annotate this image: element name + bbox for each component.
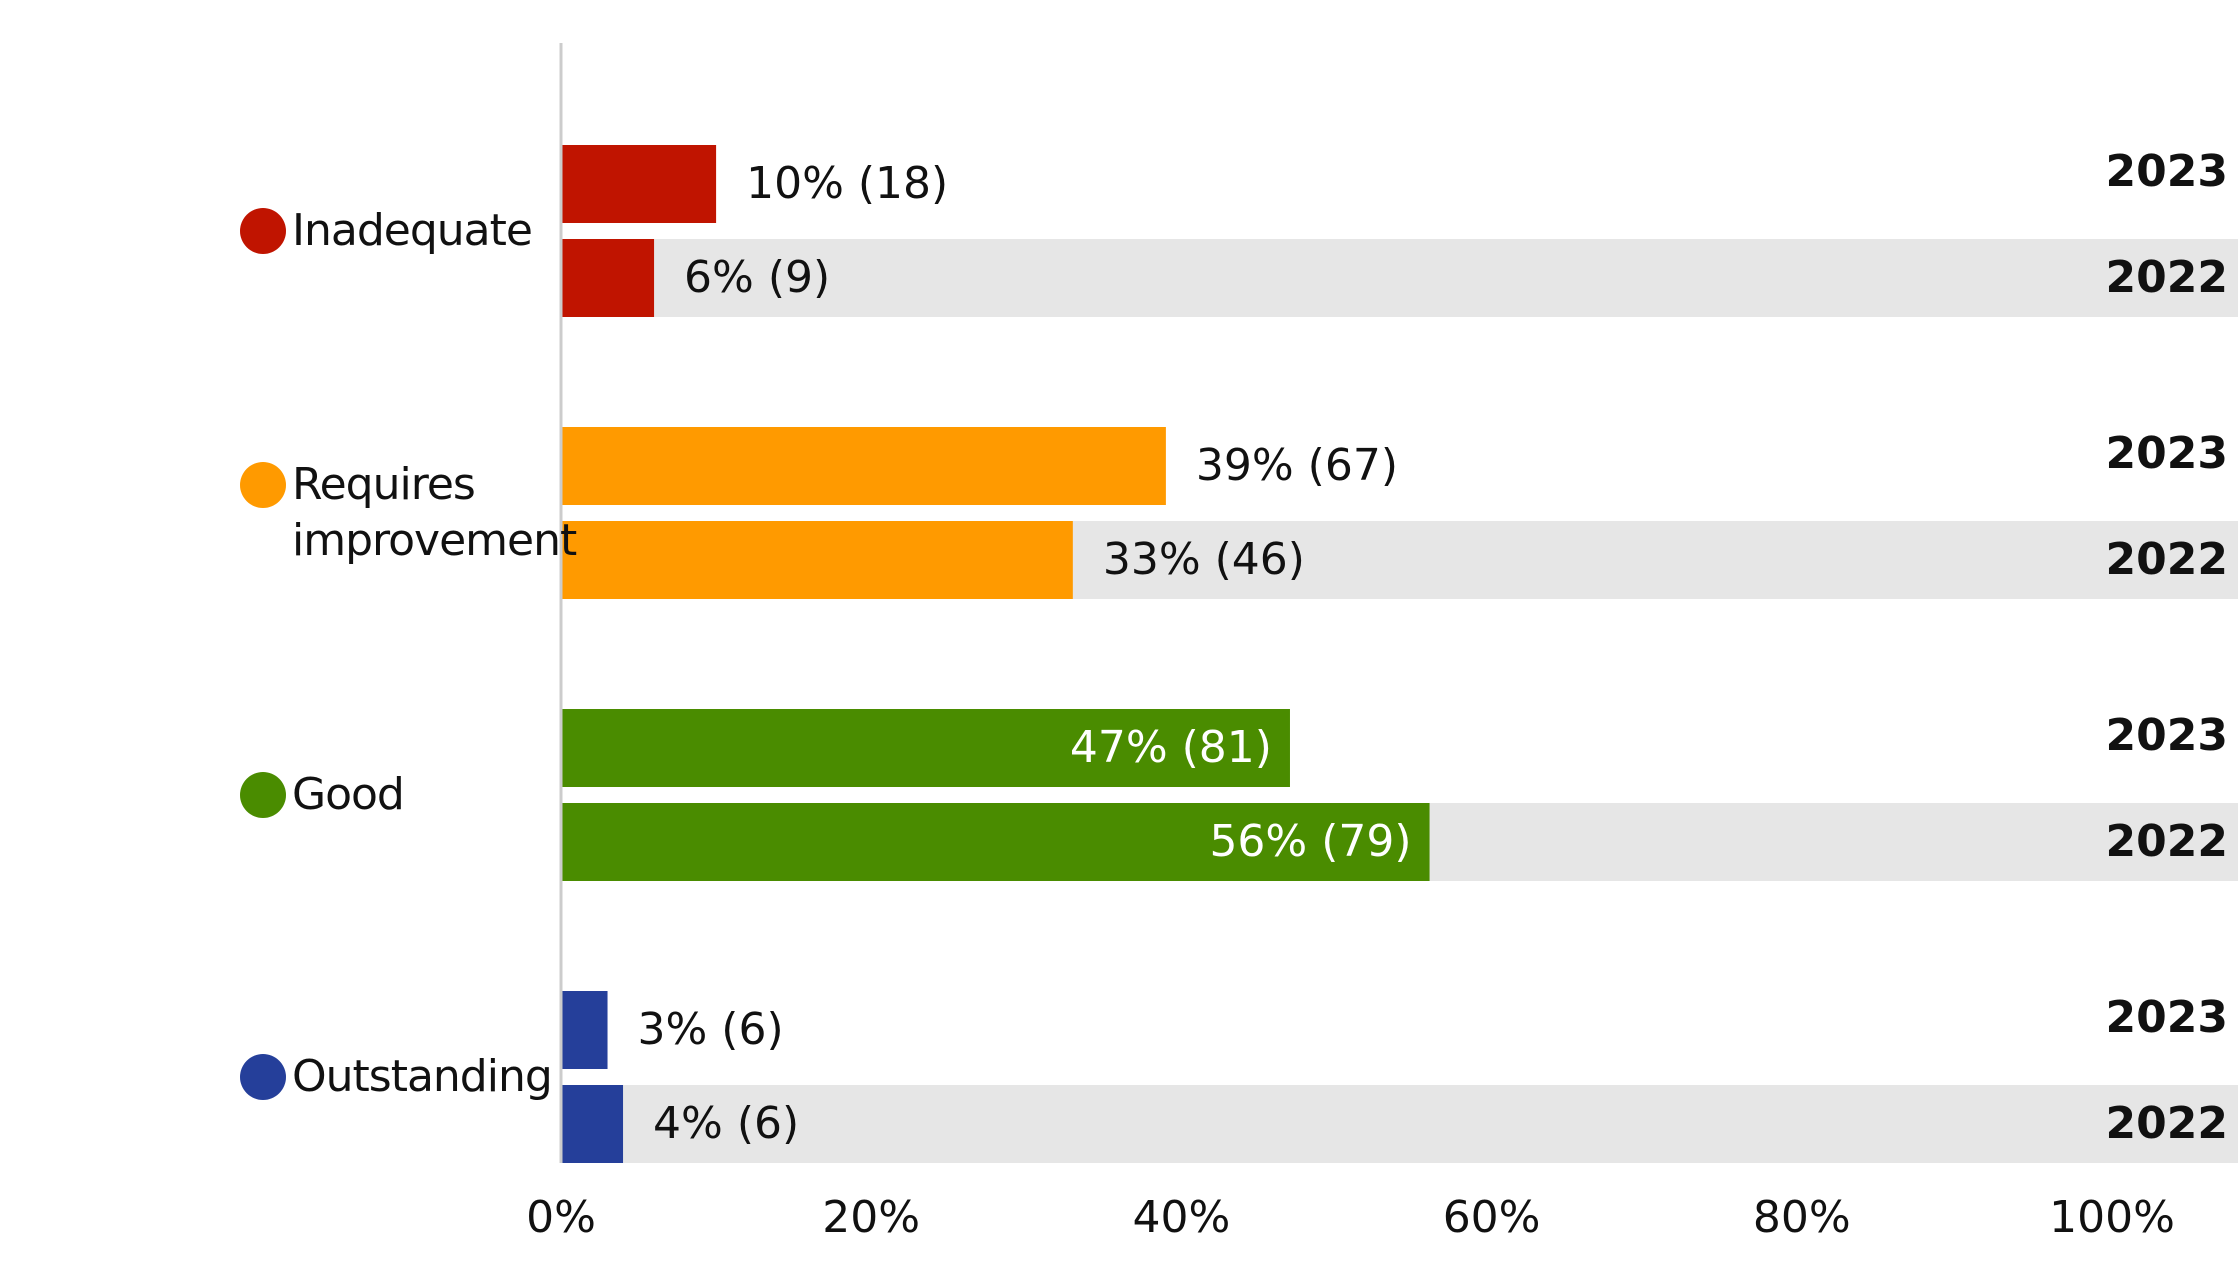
series-label: 2022 xyxy=(2106,252,2228,303)
value-label: 33% (46) xyxy=(1103,534,1305,585)
value-label: 4% (6) xyxy=(653,1098,799,1149)
category-dot xyxy=(240,1054,286,1100)
row-band xyxy=(561,1085,2238,1163)
category-text: Good xyxy=(292,769,405,820)
category-label: Requires improvement xyxy=(240,457,577,569)
category-label: Good xyxy=(240,767,570,823)
value-label: 3% (6) xyxy=(638,1004,784,1055)
x-tick-label: 40% xyxy=(1133,1192,1231,1243)
series-label: 2022 xyxy=(2106,816,2228,867)
series-label: 2022 xyxy=(2106,534,2228,585)
series-label: 2023 xyxy=(2106,146,2228,197)
bar xyxy=(561,521,1073,599)
series-label: 2022 xyxy=(2106,1098,2228,1149)
bar xyxy=(561,145,717,223)
category-text: Inadequate xyxy=(292,205,533,256)
value-label: 6% (9) xyxy=(684,252,830,303)
bar xyxy=(561,239,655,317)
category-label: Inadequate xyxy=(240,203,570,259)
bar xyxy=(561,709,1290,787)
series-label: 2023 xyxy=(2106,428,2228,479)
category-label: Outstanding xyxy=(240,1049,570,1105)
bar xyxy=(561,427,1166,505)
category-dot xyxy=(240,208,286,254)
category-text: Outstanding xyxy=(292,1051,553,1102)
x-tick-label: 60% xyxy=(1443,1192,1541,1243)
x-tick-label: 100% xyxy=(2049,1192,2175,1243)
series-label: 2023 xyxy=(2106,710,2228,761)
category-dot xyxy=(240,772,286,818)
bar xyxy=(561,991,608,1069)
category-text: Requires improvement xyxy=(292,459,577,566)
x-tick-label: 0% xyxy=(526,1192,596,1243)
value-label: 39% (67) xyxy=(1196,440,1398,491)
value-label: 56% (79) xyxy=(1209,816,1411,867)
series-label: 2023 xyxy=(2106,992,2228,1043)
x-tick-label: 80% xyxy=(1753,1192,1851,1243)
value-label: 10% (18) xyxy=(746,158,948,209)
bar xyxy=(561,803,1430,881)
value-label: 47% (81) xyxy=(1070,722,1272,773)
x-tick-label: 20% xyxy=(822,1192,920,1243)
bar xyxy=(561,1085,624,1163)
category-dot xyxy=(240,462,286,508)
row-band xyxy=(561,239,2238,317)
